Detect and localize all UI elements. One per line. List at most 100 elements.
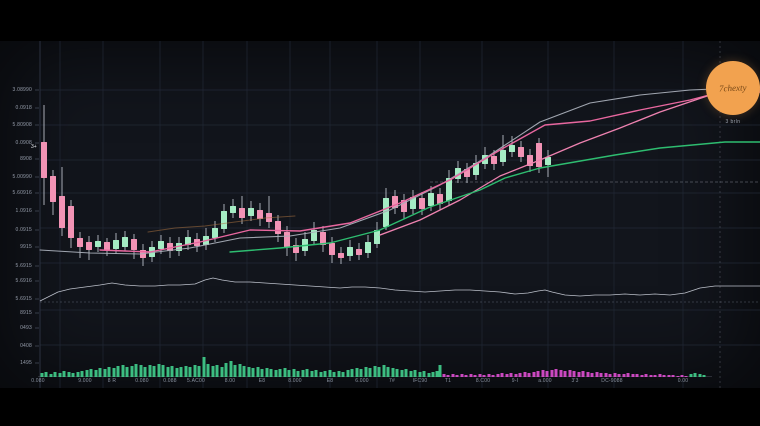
volume-bar-down — [608, 374, 612, 377]
volume-bar-up — [215, 365, 219, 377]
volume-bar-up — [238, 364, 242, 377]
volume-bar-up — [242, 366, 246, 377]
volume-bar-up — [355, 368, 359, 377]
volume-bar-down — [496, 374, 500, 377]
time-axis-label: 8.C00 — [475, 378, 491, 384]
volume-bar-up — [103, 369, 107, 377]
volume-bar-down — [455, 375, 459, 377]
volume-bar-up — [170, 366, 174, 377]
time-axis-label: IFC90 — [412, 378, 428, 384]
candle-body-down — [329, 243, 335, 255]
candle-body-down — [68, 206, 74, 238]
price-axis-label: 3.08990 — [12, 87, 32, 93]
volume-bar-down — [635, 374, 639, 377]
volume-bar-up — [229, 361, 233, 377]
volume-bar-up — [139, 365, 143, 377]
volume-bar-up — [689, 374, 693, 377]
volume-bar-up — [98, 368, 102, 377]
volume-bar-up — [305, 369, 309, 377]
volume-bar-up — [206, 364, 210, 377]
volume-bar-down — [644, 374, 648, 377]
price-axis-label: 9915 — [20, 244, 32, 250]
volume-bar-down — [640, 375, 644, 377]
candle-body-up — [446, 178, 452, 201]
time-axis-label: 8.00 — [224, 378, 236, 384]
volume-bar-down — [671, 375, 675, 377]
price-axis-label: 0408 — [20, 343, 32, 349]
volume-bar-up — [152, 366, 156, 377]
volume-bar-down — [581, 371, 585, 377]
volume-bar-down — [518, 373, 522, 377]
volume-bar-up — [40, 373, 44, 377]
ma-gray — [39, 86, 760, 255]
candle-body-down — [356, 249, 362, 255]
volume-bar-down — [536, 371, 540, 377]
volume-bar-up — [269, 369, 273, 377]
volume-bar-up — [220, 367, 224, 377]
time-axis-label: 9-I — [511, 378, 519, 384]
volume-bar-up — [260, 369, 264, 377]
volume-bar-up — [319, 372, 323, 377]
price-axis-label: 1495 — [20, 360, 32, 366]
volume-bar-up — [89, 369, 93, 377]
volume-bar-up — [693, 373, 697, 377]
volume-bar-down — [491, 375, 495, 377]
candle-body-up — [410, 197, 416, 209]
volume-bar-down — [446, 375, 450, 377]
volume-bar-up — [62, 371, 66, 377]
volume-bar-up — [386, 367, 390, 377]
volume-bar-up — [404, 369, 408, 377]
price-axis-label: 5.6915 — [15, 263, 32, 269]
volume-bar-up — [283, 368, 287, 377]
volume-bar-down — [469, 374, 473, 377]
volume-bar-up — [44, 372, 48, 377]
volume-bar-up — [377, 367, 381, 377]
volume-bar-down — [662, 375, 666, 377]
volume-bar-up — [391, 368, 395, 377]
volume-bar-down — [590, 373, 594, 377]
volume-bar-up — [292, 369, 296, 377]
volume-bar-down — [500, 373, 504, 377]
candle-body-up — [95, 241, 101, 247]
volume-bar-down — [487, 374, 491, 377]
candle-body-up — [365, 242, 371, 253]
volume-bar-up — [121, 365, 125, 377]
volume-bar-up — [202, 357, 206, 377]
volume-bar-up — [184, 366, 188, 377]
time-axis-label: E8 — [326, 378, 334, 384]
volume-bar-up — [166, 367, 170, 377]
volume-bar-up — [314, 370, 318, 377]
time-axis-label: a.000 — [538, 378, 552, 384]
price-axis-label: 5.60916 — [12, 190, 32, 196]
candle-body-up — [122, 237, 128, 247]
candle-body-up — [221, 211, 227, 229]
volume-bar-down — [559, 370, 563, 377]
time-axis-label: 7# — [389, 378, 395, 384]
volume-bar-down — [550, 370, 554, 377]
candle-body-down — [131, 239, 137, 250]
candle-body-up — [545, 157, 551, 165]
volume-bar-up — [76, 372, 80, 377]
candle-body-up — [509, 145, 515, 152]
brand-badge: 7chexty — [706, 61, 760, 115]
volume-bar-down — [473, 375, 477, 377]
volume-bar-down — [676, 376, 680, 377]
candle-body-down — [284, 232, 290, 247]
time-axis-label: 0.00 — [677, 378, 689, 384]
candle-body-down — [275, 221, 281, 234]
volume-bar-down — [586, 372, 590, 377]
candle-body-down — [41, 142, 47, 178]
price-axis-label: 0493 — [20, 325, 32, 331]
volume-bar-up — [395, 369, 399, 377]
ma-orange — [147, 215, 296, 233]
volume-bar-down — [478, 374, 482, 377]
volume-bar-up — [247, 367, 251, 377]
volume-bar-up — [422, 371, 426, 377]
volume-bar-up — [175, 368, 179, 377]
volume-bar-up — [130, 366, 134, 377]
volume-bar-up — [418, 372, 422, 377]
volume-bar-up — [256, 367, 260, 377]
candle-body-up — [113, 240, 119, 249]
